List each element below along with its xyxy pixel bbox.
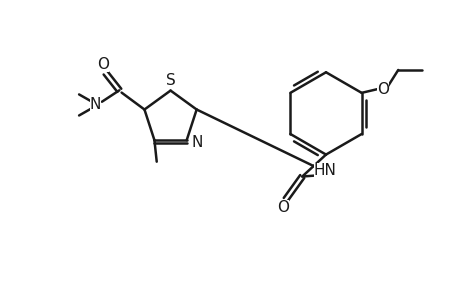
Text: HN: HN	[313, 163, 336, 178]
Text: O: O	[277, 200, 289, 215]
Text: N: N	[190, 135, 202, 150]
Text: S: S	[166, 73, 175, 88]
Text: O: O	[97, 57, 109, 72]
Text: O: O	[376, 82, 388, 97]
Text: N: N	[90, 98, 101, 112]
